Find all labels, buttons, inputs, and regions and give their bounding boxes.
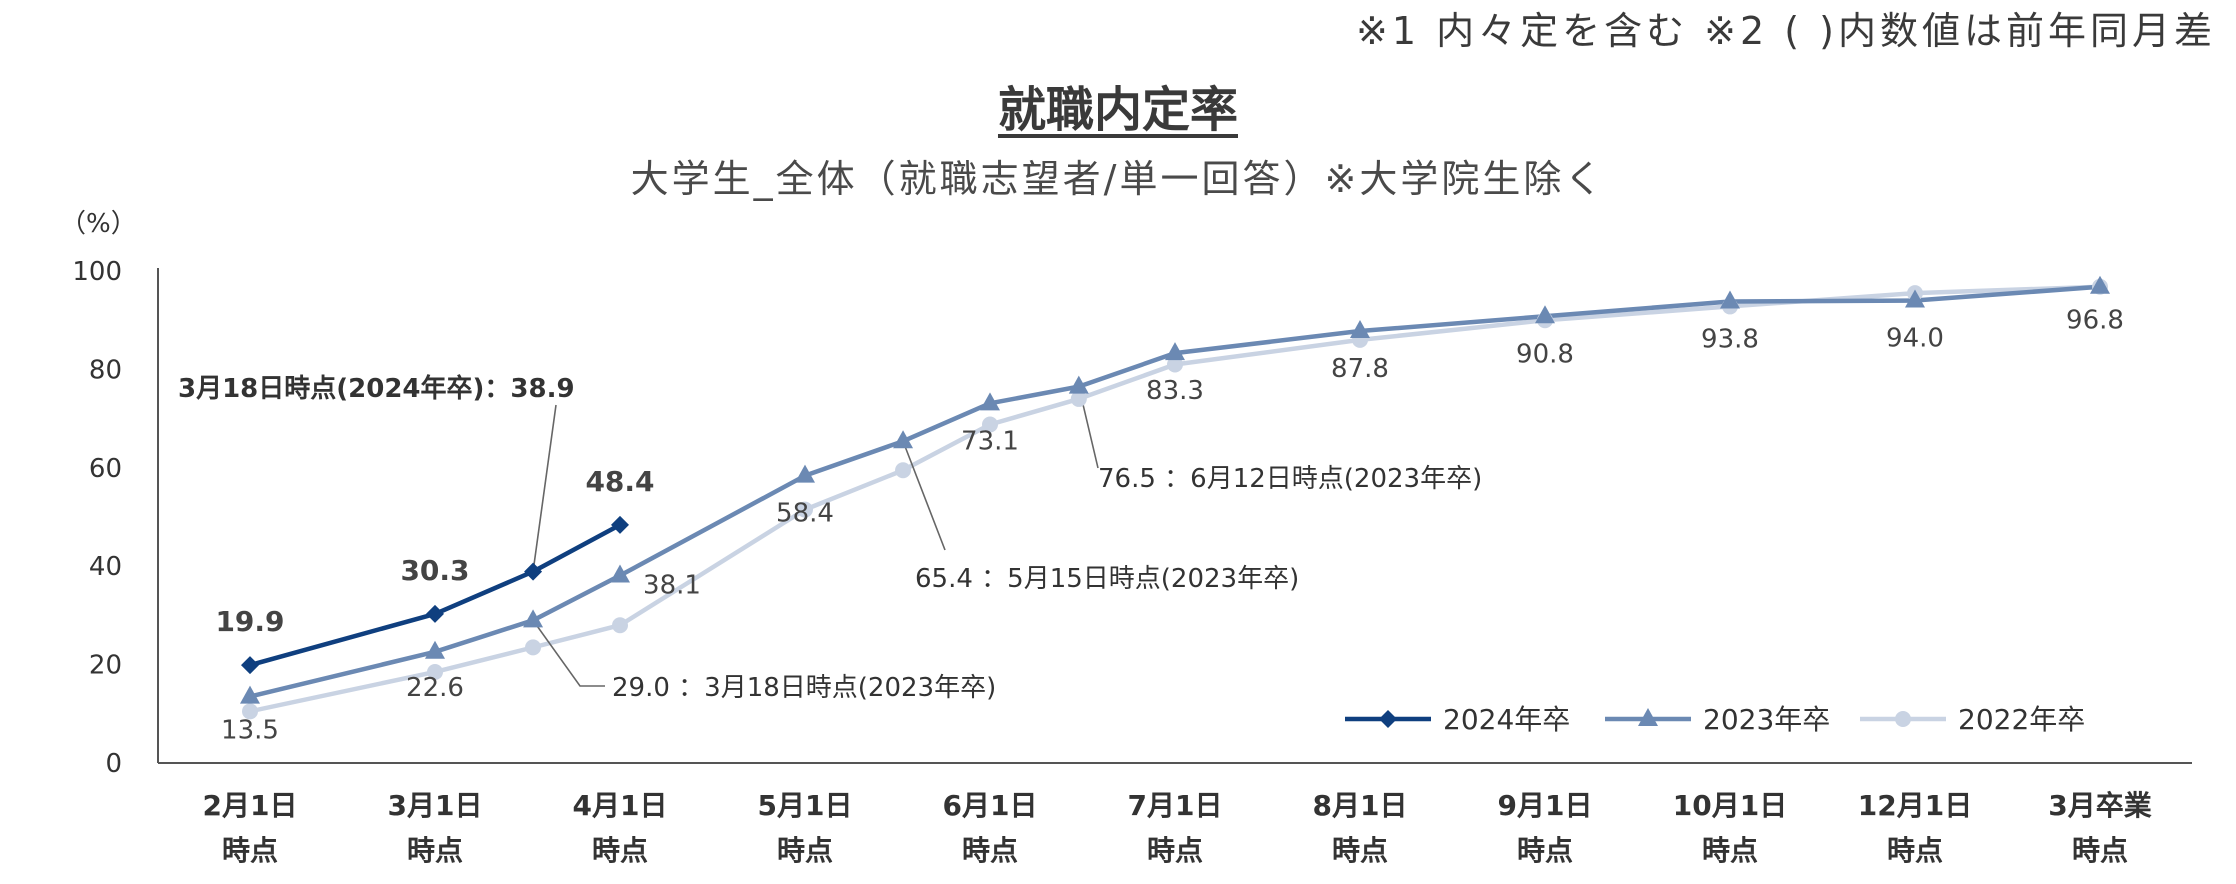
chart-subtitle: 大学生_全体（就職志望者/単一回答）※大学院生除く bbox=[630, 157, 1606, 201]
series-markers bbox=[240, 275, 2110, 720]
point-marker bbox=[610, 564, 630, 583]
point-marker bbox=[1070, 390, 1087, 407]
point-marker bbox=[425, 640, 445, 659]
point-marker bbox=[1720, 290, 1740, 309]
point-marker bbox=[893, 430, 914, 449]
point-marker bbox=[797, 501, 813, 518]
point-marker bbox=[1379, 710, 1397, 728]
point-marker bbox=[1165, 342, 1185, 361]
x-tick-label: 7月1日 bbox=[1128, 789, 1223, 822]
data-label: 30.3 bbox=[400, 554, 469, 587]
point-marker bbox=[241, 656, 259, 675]
data-label: 96.8 bbox=[2066, 306, 2124, 336]
point-marker bbox=[982, 416, 998, 433]
data-label: 58.4 bbox=[776, 499, 834, 529]
x-tick-label: 3月1日 bbox=[388, 789, 483, 822]
point-marker bbox=[1895, 711, 1911, 727]
point-marker bbox=[1350, 320, 1370, 339]
annotation-label: 76.5 ：6月12日時点(2023年卒) bbox=[1098, 464, 1482, 494]
x-tick-label: 時点 bbox=[1702, 834, 1758, 867]
point-marker bbox=[427, 663, 443, 680]
point-marker bbox=[1068, 375, 1089, 394]
annotation-label: 3月18日時点(2024年卒)：38.9 bbox=[178, 373, 575, 404]
annotation-label: 65.4 ：5月15日時点(2023年卒) bbox=[915, 564, 1299, 594]
point-marker bbox=[1167, 356, 1183, 373]
data-label: 73.1 bbox=[961, 426, 1019, 456]
data-label: 48.4 bbox=[585, 465, 654, 498]
y-tick-label: 80 bbox=[89, 355, 122, 385]
data-label: 87.8 bbox=[1331, 354, 1389, 384]
data-label: 93.8 bbox=[1701, 325, 1759, 355]
point-marker bbox=[611, 515, 629, 534]
x-tick-label: 時点 bbox=[2072, 834, 2128, 867]
x-tick-label: 時点 bbox=[777, 834, 833, 867]
annotation-leader-line bbox=[532, 404, 557, 572]
series-lines bbox=[249, 284, 2101, 714]
data-label: 13.5 bbox=[221, 716, 279, 746]
data-label: 19.9 bbox=[215, 605, 284, 638]
data-label: 22.6 bbox=[406, 673, 464, 703]
point-marker bbox=[1638, 708, 1658, 726]
x-tick-label: 6月1日 bbox=[943, 789, 1038, 822]
x-tick-label: 時点 bbox=[1332, 834, 1388, 867]
x-tick-label: 9月1日 bbox=[1498, 789, 1593, 822]
series-line bbox=[249, 522, 622, 668]
data-labels: 19.9 30.3 48.4 13.5 22.6 38.1 58.4 73.1 83.3 87.8… bbox=[178, 306, 2124, 746]
annotation-leader-line bbox=[532, 619, 605, 687]
y-tick-label: 100 bbox=[72, 257, 122, 287]
x-tick-label: 時点 bbox=[1147, 834, 1203, 867]
point-marker bbox=[426, 604, 444, 623]
legend-label: 2024年卒 bbox=[1443, 703, 1570, 736]
legend-label: 2023年卒 bbox=[1703, 703, 1830, 736]
point-marker bbox=[895, 462, 912, 479]
x-tick-label: 8月1日 bbox=[1313, 789, 1408, 822]
x-tick-label: 時点 bbox=[1887, 834, 1943, 867]
x-tick-label: 時点 bbox=[407, 834, 463, 867]
chart-title: 就職内定率 bbox=[997, 82, 1238, 138]
x-tick-label: 時点 bbox=[592, 834, 648, 867]
y-tick-label: 20 bbox=[89, 651, 122, 681]
y-axis-unit-label: （%） bbox=[60, 209, 137, 239]
footnote-text: ※1 内々定を含む ※2 ( )内数値は前年同月差 bbox=[1355, 9, 2216, 53]
x-tick-label: 4月1日 bbox=[573, 789, 668, 822]
x-tick-label: 時点 bbox=[962, 834, 1018, 867]
x-tick-label: 12月1日 bbox=[1858, 789, 1972, 822]
data-label: 94.0 bbox=[1886, 324, 1944, 354]
series-line bbox=[249, 284, 2101, 714]
point-marker bbox=[240, 685, 260, 704]
annotation-leaders bbox=[532, 386, 1099, 687]
annotation-label: 29.0 ：3月18日時点(2023年卒) bbox=[612, 673, 996, 703]
point-marker bbox=[1905, 289, 1925, 308]
legend: 2024年卒 2023年卒 2022年卒 bbox=[1345, 703, 2085, 736]
y-tick-label: 0 bbox=[105, 749, 122, 779]
x-tick-label: 10月1日 bbox=[1673, 789, 1787, 822]
data-label: 83.3 bbox=[1146, 376, 1204, 406]
x-tick-label: 3月卒業 bbox=[2048, 789, 2151, 822]
legend-label: 2022年卒 bbox=[1958, 703, 2085, 736]
x-tick-label: 時点 bbox=[1517, 834, 1573, 867]
x-tick-label: 5月1日 bbox=[758, 789, 853, 822]
series-line bbox=[249, 284, 2101, 699]
point-marker bbox=[795, 464, 815, 483]
point-marker bbox=[980, 392, 1000, 411]
x-tick-label: 時点 bbox=[222, 834, 278, 867]
y-tick-label: 60 bbox=[89, 454, 122, 484]
point-marker bbox=[523, 609, 544, 628]
point-marker bbox=[1535, 305, 1555, 324]
point-marker bbox=[524, 562, 543, 581]
point-marker bbox=[525, 639, 542, 656]
point-marker bbox=[612, 617, 628, 634]
annotation-leader-line bbox=[902, 440, 946, 551]
point-marker bbox=[242, 703, 258, 720]
y-tick-label: 40 bbox=[89, 552, 122, 582]
x-tick-label: 2月1日 bbox=[203, 789, 298, 822]
data-label: 90.8 bbox=[1516, 339, 1574, 369]
point-marker bbox=[2090, 275, 2110, 294]
data-label: 38.1 bbox=[643, 571, 701, 601]
